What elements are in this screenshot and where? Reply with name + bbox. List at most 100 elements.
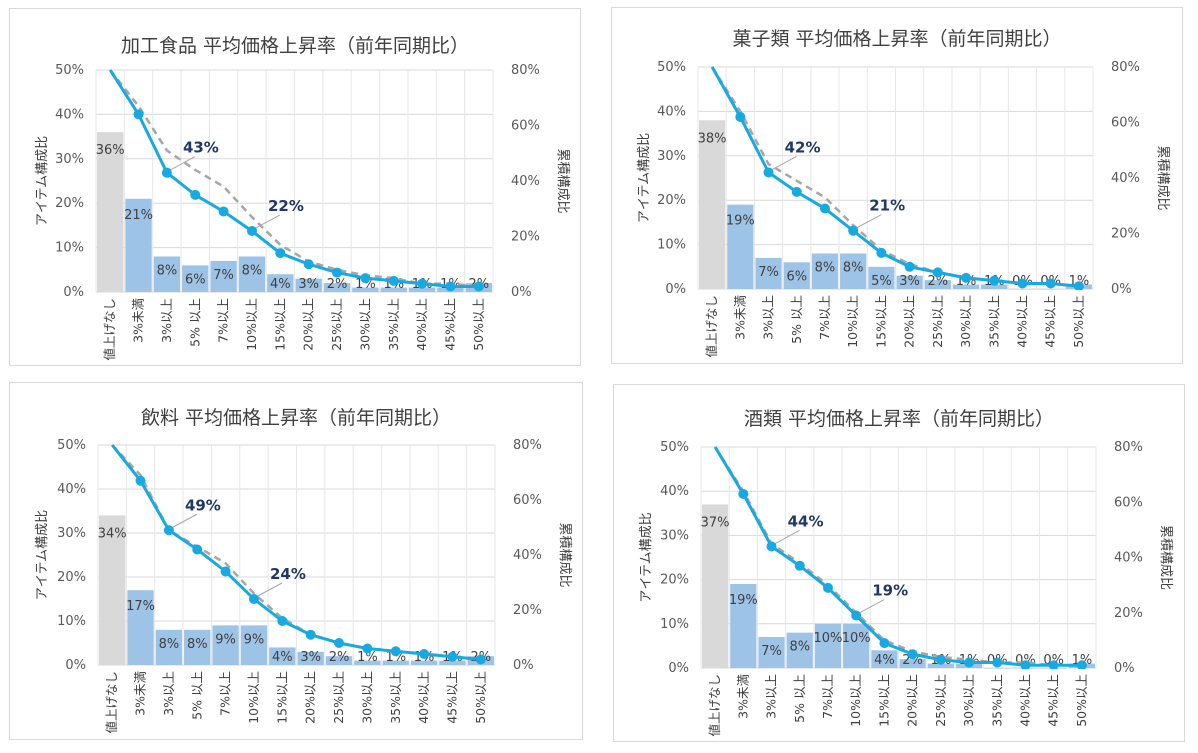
y2-tick-label: 40% [513,548,542,563]
category-label: 40%以上 [1017,674,1032,727]
category-label: 20%以上 [905,674,920,727]
bar-label: 3% [298,277,319,292]
category-label: 45%以上 [442,298,457,351]
callout-label: 42% [785,138,821,156]
y2-axis-title: 累積構成比 [557,522,572,587]
y2-tick-label: 0% [1114,661,1135,676]
cumulative-marker [1017,278,1028,289]
category-label: 10%以上 [845,295,860,348]
category-label: 値上げなし [704,295,719,358]
bar [439,660,466,665]
category-label: 25%以上 [329,298,344,351]
y2-tick-label: 20% [1111,227,1140,242]
y-tick-label: 10% [55,241,84,256]
y2-tick-label: 0% [1111,282,1132,297]
bar [758,637,785,668]
bar [182,265,209,292]
bar [297,651,324,665]
bar [899,659,926,668]
bar-label: 1% [357,650,378,665]
y-tick-label: 40% [660,484,689,499]
bar-label: 2% [329,650,350,665]
bar-label: 38% [698,131,727,146]
bar [699,120,726,289]
cumulative-marker [992,657,1003,668]
bar-label: 17% [126,599,155,614]
bar [184,629,211,665]
category-label: 5% 以上 [187,298,202,347]
y-tick-label: 30% [55,152,84,167]
callout-label: 24% [270,565,306,583]
cumulative-marker [1076,660,1087,669]
chart-title: 飲料 平均価格上昇率（前年同期比） [140,407,452,429]
callout-label: 44% [788,512,824,530]
y-tick-label: 20% [57,570,86,585]
cumulative-marker [766,541,777,552]
bar [814,623,842,668]
y-tick-label: 40% [57,482,86,497]
series-lines [108,69,484,292]
callout-leader [854,214,882,230]
y-axis-title: アイテム構成比 [637,133,652,223]
y2-tick-label: 80% [1111,60,1140,75]
bar-label: 4% [874,653,895,668]
category-label: 3%以上 [761,295,776,340]
category-label: 10%以上 [244,298,259,351]
bar-label: 8% [242,263,263,278]
category-label: 3%以上 [764,674,779,719]
bar [924,280,951,289]
bar [212,625,239,665]
bar-label: 8% [843,260,864,275]
y-tick-label: 30% [660,528,689,543]
y2-axis-title: 累積構成比 [1158,525,1173,590]
category-label: 45%以上 [1043,295,1058,348]
y2-axis-title: 累積構成比 [555,148,570,213]
bar-label: 8% [789,640,810,655]
bar-label: 36% [96,143,125,158]
cumulative-marker [133,109,144,120]
cumulative-marker [388,275,399,286]
bar [354,660,381,665]
category-label: 15%以上 [873,295,888,348]
bar [811,253,839,289]
cumulative-marker [248,594,259,604]
y-tick-label: 0% [665,282,686,297]
bar [125,198,152,292]
callout-leader [168,156,196,172]
category-label: 値上げなし [102,298,117,361]
y-axis-title: アイテム構成比 [639,512,654,602]
category-label: 15%以上 [876,674,891,727]
bar-label: 8% [815,260,836,275]
category-label: 35%以上 [989,674,1004,727]
bar-label: 3% [899,274,920,289]
category-label: 5% 以上 [789,295,804,344]
cumulative-marker [791,186,802,197]
cumulative-marker [332,267,343,278]
chart-title: 加工食品 平均価格上昇率（前年同期比） [120,35,470,57]
chart-panel-alcohol: 酒類 平均価格上昇率（前年同期比） 0% 10% 20% 30% 40% 50% 0% 20%… [613,384,1185,742]
series-lines [111,444,486,665]
cumulative-marker [220,566,231,577]
category-label: 10%以上 [246,671,261,724]
chart-panel-processed-food: 加工食品 平均価格上昇率（前年同期比） 0% 10% 20% 30% 40% 50% 0% 2… [9,8,581,366]
cumulative-marker [277,616,288,626]
y2-tick-label: 80% [1114,440,1143,455]
cumulative-marker [362,643,373,654]
cumulative-marker [1073,281,1084,290]
callout-label: 21% [869,197,905,215]
cumulative-marker [334,638,345,648]
y-tick-label: 30% [657,149,686,164]
callout-leader [857,599,885,614]
bar [323,283,351,292]
cumulative-marker [907,649,918,660]
bar-label: 2% [928,274,949,289]
bar [410,660,438,665]
category-label: 3%以上 [159,298,174,343]
bar-label: 10% [842,631,871,646]
bar-label: 9% [244,632,265,647]
category-label: 50%以上 [1071,295,1086,348]
category-label: 3%未満 [133,671,148,716]
bar-label: 9% [215,632,236,647]
cumulative-marker [879,638,890,649]
callout-leader [255,582,283,598]
